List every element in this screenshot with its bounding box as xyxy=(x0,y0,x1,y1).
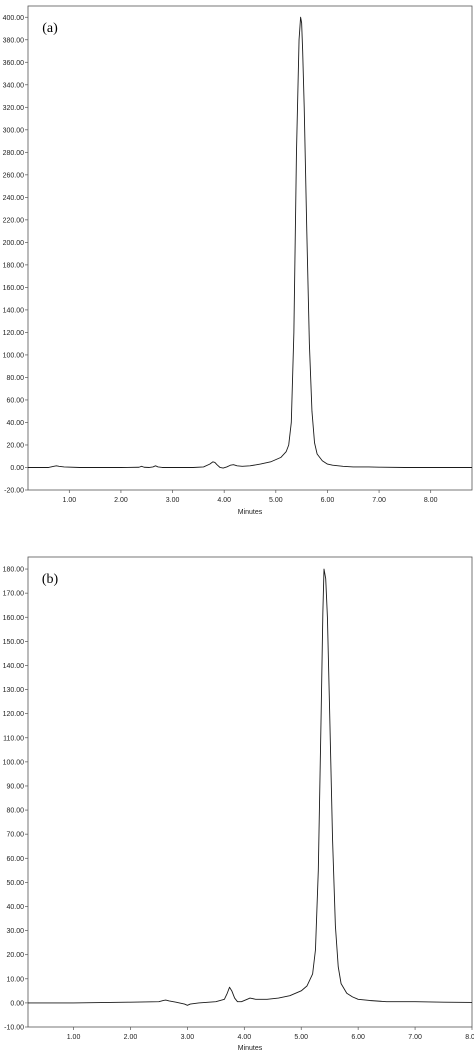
panel-label: (a) xyxy=(42,21,58,36)
y-tick-label: 180.00 xyxy=(3,567,25,574)
y-tick-label: 50.00 xyxy=(6,880,24,887)
y-tick-label: 380.00 xyxy=(3,37,25,44)
x-tick-label: 7.00 xyxy=(408,1034,422,1041)
y-tick-label: 80.00 xyxy=(6,375,24,382)
x-tick-label: 5.00 xyxy=(294,1034,308,1041)
y-tick-label: 300.00 xyxy=(3,127,25,134)
y-tick-label: 70.00 xyxy=(6,832,24,839)
x-tick-label: 5.00 xyxy=(269,497,283,504)
y-tick-label: 90.00 xyxy=(6,783,24,790)
y-tick-label: -20.00 xyxy=(4,488,24,495)
y-tick-label: 130.00 xyxy=(3,687,25,694)
y-tick-label: 40.00 xyxy=(6,420,24,427)
x-tick-label: 8.00 xyxy=(465,1034,474,1041)
y-tick-label: 10.00 xyxy=(6,976,24,983)
chromatogram-a: -20.00 0.00 20.00 40.00 60.00 80.00 100.00 120.… xyxy=(3,5,473,516)
chromatogram-panel-a: -20.00 0.00 20.00 40.00 60.00 80.00 100.00 120.… xyxy=(0,0,474,520)
y-tick-label: 0.00 xyxy=(10,1000,24,1007)
y-tick-label: 20.00 xyxy=(6,442,24,449)
y-tick-label: 280.00 xyxy=(3,150,25,157)
y-tick-label: 200.00 xyxy=(3,240,25,247)
y-tick-label: 260.00 xyxy=(3,172,25,179)
chromatogram-trace xyxy=(28,568,473,1006)
y-tick-label: 320.00 xyxy=(3,105,25,112)
y-tick-label: -10.00 xyxy=(4,1025,24,1032)
y-tick-label: 100.00 xyxy=(3,352,25,359)
panel-label: (b) xyxy=(42,572,59,587)
y-tick-label: 240.00 xyxy=(3,195,25,202)
x-tick-label: 6.00 xyxy=(351,1034,365,1041)
y-tick-label: 400.00 xyxy=(3,15,25,22)
y-tick-label: 160.00 xyxy=(3,615,25,622)
y-tick-label: 100.00 xyxy=(3,759,25,766)
y-tick-label: 140.00 xyxy=(3,663,25,670)
y-tick-label: 140.00 xyxy=(3,307,25,314)
y-tick-label: 340.00 xyxy=(3,82,25,89)
y-tick-label: 80.00 xyxy=(6,808,24,815)
y-tick-label: 360.00 xyxy=(3,60,25,67)
plot-frame xyxy=(27,5,473,491)
y-tick-label: 150.00 xyxy=(3,639,25,646)
x-tick-label: 2.00 xyxy=(114,497,128,504)
plot-frame xyxy=(27,556,473,1028)
x-tick-label: 6.00 xyxy=(321,497,335,504)
x-tick-label: 8.00 xyxy=(424,497,438,504)
y-tick-label: 120.00 xyxy=(3,711,25,718)
x-tick-label: 3.00 xyxy=(166,497,180,504)
chromatogram-trace xyxy=(28,16,472,469)
y-tick-label: 60.00 xyxy=(6,397,24,404)
chromatogram-b: -10.00 0.00 10.00 20.00 30.00 40.00 50.00 60.00… xyxy=(3,556,474,1052)
x-tick-label: 4.00 xyxy=(237,1034,251,1041)
x-tick-label: 4.00 xyxy=(217,497,231,504)
y-tick-label: 180.00 xyxy=(3,262,25,269)
y-tick-label: 220.00 xyxy=(3,217,25,224)
x-tick-label: 2.00 xyxy=(124,1034,138,1041)
y-tick-label: 20.00 xyxy=(6,952,24,959)
y-tick-label: 40.00 xyxy=(6,904,24,911)
y-tick-label: 60.00 xyxy=(6,856,24,863)
y-tick-label: 30.00 xyxy=(6,928,24,935)
x-tick-label: 7.00 xyxy=(372,497,386,504)
y-tick-label: 110.00 xyxy=(3,735,24,742)
y-tick-label: 170.00 xyxy=(3,591,25,598)
x-axis-label: Minutes xyxy=(238,509,263,516)
y-tick-label: 120.00 xyxy=(3,330,25,337)
y-tick-label: 0.00 xyxy=(10,465,24,472)
x-axis-label: Minutes xyxy=(238,1045,263,1052)
x-tick-label: 3.00 xyxy=(181,1034,195,1041)
chromatogram-panel-b: -10.00 0.00 10.00 20.00 30.00 40.00 50.00 60.00… xyxy=(0,545,474,1053)
x-tick-label: 1.00 xyxy=(62,497,76,504)
y-tick-label: 160.00 xyxy=(3,285,25,292)
x-tick-label: 1.00 xyxy=(67,1034,81,1041)
